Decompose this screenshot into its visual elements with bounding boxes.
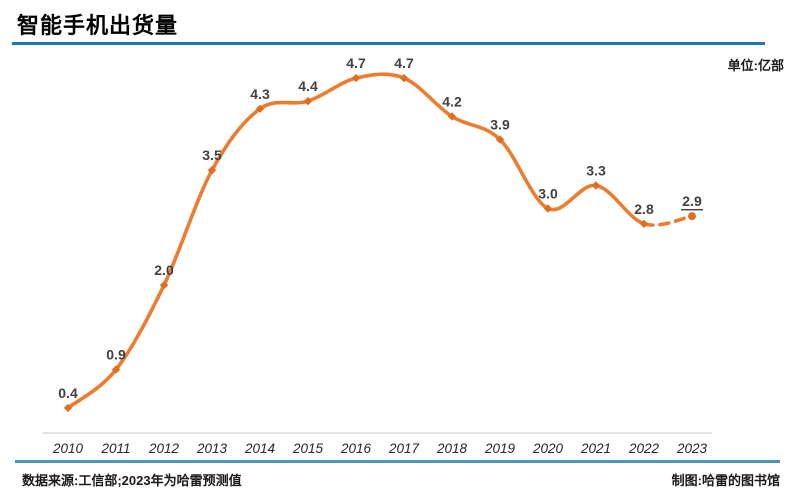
data-label: 3.9 [490,117,510,133]
data-source-note: 数据来源:工信部;2023年为哈雷预测值 [22,473,242,488]
data-label: 2.9 [682,193,702,209]
x-tick-label: 2013 [196,441,228,456]
point-marker [399,73,409,83]
point-marker [159,281,169,290]
x-tick-label: 2017 [388,441,420,456]
data-label: 4.7 [346,55,366,71]
unit-label: 单位:亿部 [727,58,784,73]
data-label: 0.9 [106,347,126,363]
data-label: 0.4 [58,385,78,401]
data-label: 3.3 [586,163,606,179]
chart-credit: 制图:哈雷的图书馆 [671,473,780,488]
point-marker [207,165,217,175]
x-tick-label: 2015 [292,441,324,456]
x-tick-label: 2020 [532,441,564,456]
point-marker [63,403,73,413]
data-label: 4.7 [394,55,414,71]
point-marker [543,204,553,213]
x-tick-label: 2019 [484,441,516,456]
point-marker [688,212,696,221]
title-underline [12,42,765,45]
data-label: 3.5 [202,147,222,163]
point-marker [447,112,457,121]
data-label: 4.3 [250,86,270,102]
x-tick-label: 2022 [628,441,660,456]
x-tick-label: 2012 [148,441,180,456]
series-line-solid [66,72,646,410]
x-tick-label: 2023 [676,441,708,456]
data-label: 3.0 [538,186,558,202]
point-marker [639,219,649,229]
x-tick-label: 2011 [100,441,130,456]
x-tick-label: 2018 [436,441,468,456]
point-marker [591,181,601,190]
point-marker [111,365,121,374]
point-marker [495,135,505,144]
footer-rule [15,460,780,463]
data-label: 2.8 [634,201,654,217]
point-marker [303,96,313,106]
data-label: 4.4 [298,78,318,94]
x-tick-label: 2021 [580,441,611,456]
point-marker [255,104,265,113]
page-title: 智能手机出货量 [17,13,179,38]
point-marker [351,73,361,83]
series-line-dashed-forecast [642,214,694,227]
x-tick-label: 2014 [244,441,275,456]
x-tick-label: 2010 [52,441,84,456]
x-tick-label: 2016 [340,441,372,456]
data-label: 4.2 [442,94,462,110]
data-label: 2.0 [154,262,174,278]
